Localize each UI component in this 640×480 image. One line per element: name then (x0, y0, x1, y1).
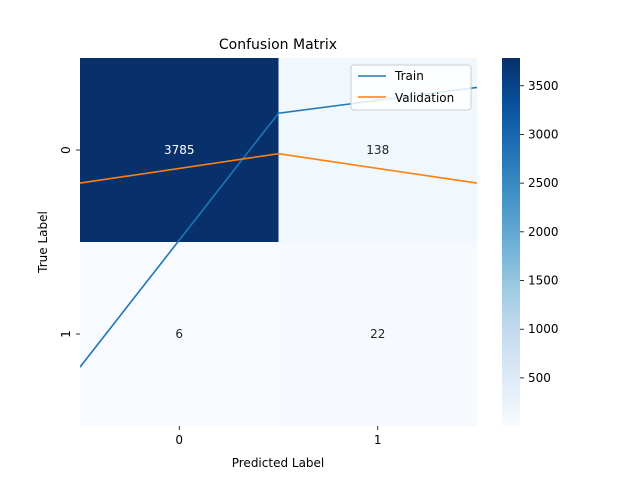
y-tick-label-1: 1 (59, 330, 73, 338)
heatmap-cell-1-0 (80, 242, 279, 426)
y-tick-label-0: 0 (59, 146, 73, 154)
cell-value-0-1: 138 (366, 143, 389, 157)
legend-label-train: Train (394, 69, 424, 83)
colorbar-ticks: 500 1000 1500 2000 2500 3000 3500 (520, 79, 559, 385)
heatmap-cell-0-0 (80, 58, 279, 242)
colorbar-tick-label-1000: 1000 (528, 322, 559, 336)
y-axis: 01 (59, 146, 80, 338)
colorbar: 500 1000 1500 2000 2500 3000 3500 (502, 58, 559, 426)
x-axis-label: Predicted Label (232, 456, 325, 470)
colorbar-tick-label-1500: 1500 (528, 274, 559, 288)
colorbar-tick-label-2500: 2500 (528, 176, 559, 190)
colorbar-gradient (502, 58, 520, 426)
series-line-validation (80, 152, 477, 184)
legend-label-validation: Validation (395, 91, 454, 105)
colorbar-tick-label-2000: 2000 (528, 225, 559, 239)
colorbar-tick-label-500: 500 (528, 371, 551, 385)
cell-value-0-0: 3785 (164, 143, 195, 157)
x-tick-label-0: 0 (175, 433, 183, 447)
chart-title: Confusion Matrix (219, 37, 337, 53)
heatmap-cell-labels: 3785 138 6 22 (164, 143, 389, 341)
y-axis-label: True Label (36, 211, 50, 274)
cell-value-1-0: 6 (175, 327, 183, 341)
heatmap-cell-1-1 (278, 242, 477, 426)
colorbar-tick-label-3500: 3500 (528, 79, 559, 93)
legend: Train Validation (350, 64, 472, 111)
cell-value-1-1: 22 (370, 327, 385, 341)
colorbar-tick-label-3000: 3000 (528, 127, 559, 141)
x-tick-label-1: 1 (374, 433, 382, 447)
